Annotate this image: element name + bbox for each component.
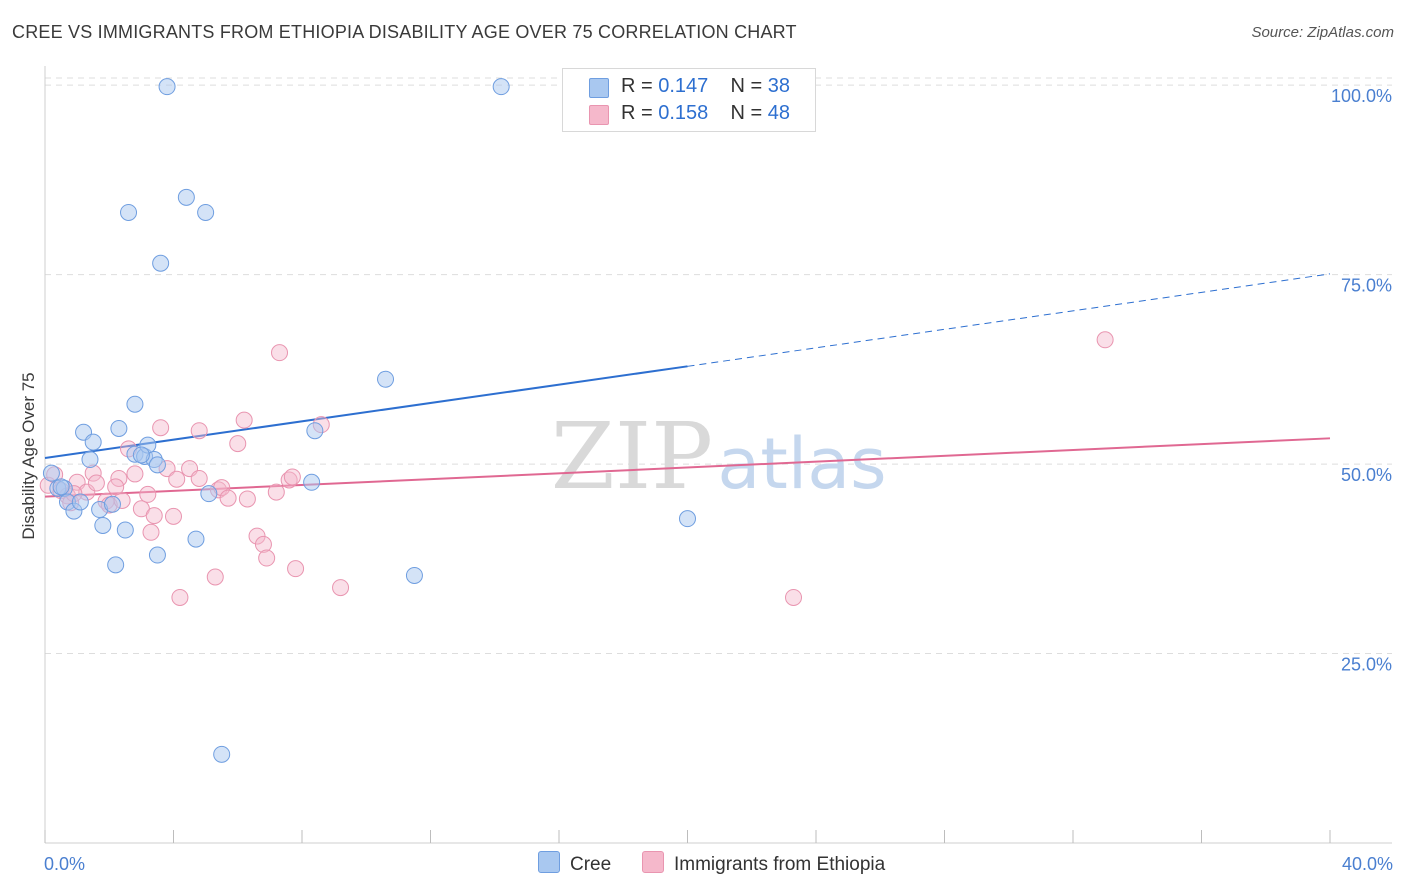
ethiopia-point	[142, 523, 160, 541]
cree-n-value: 38	[767, 75, 791, 97]
axes	[44, 66, 1392, 844]
cree-point	[94, 516, 112, 534]
ethiopia-r-value: 0.158	[658, 102, 709, 124]
cree-r-value: 0.147	[658, 75, 709, 97]
cree-point	[197, 203, 215, 221]
ethiopia-point	[219, 489, 237, 507]
ethiopia-point	[785, 588, 803, 606]
cree-point	[132, 446, 150, 464]
x-tick-label: 0.0%	[44, 854, 85, 874]
ethiopia-point	[126, 465, 144, 483]
ethiopia-point	[87, 474, 105, 492]
cree-point	[158, 78, 176, 96]
y-tick-label: 75.0%	[1341, 276, 1392, 296]
ethiopia-point	[235, 411, 253, 429]
x-tick-label: 40.0%	[1342, 854, 1393, 874]
cree-point	[120, 203, 138, 221]
ethiopia-point	[190, 422, 208, 440]
data-points	[39, 78, 1114, 763]
bottom-ethiopia-swatch	[642, 851, 664, 873]
ethiopia-r-label: R =	[621, 102, 659, 124]
ethiopia-point	[332, 579, 350, 597]
chart-title: CREE VS IMMIGRANTS FROM ETHIOPIA DISABIL…	[12, 22, 797, 42]
cree-point	[126, 395, 144, 413]
ethiopia-swatch	[589, 105, 609, 125]
cree-point	[306, 422, 324, 440]
ethiopia-point	[287, 560, 305, 578]
cree-trend-extension	[687, 273, 1331, 367]
ethiopia-point	[139, 485, 157, 503]
ethiopia-point	[168, 470, 186, 488]
cree-point	[42, 464, 60, 482]
ethiopia-point	[254, 535, 272, 553]
ethiopia-point	[258, 549, 276, 567]
cree-point	[81, 451, 99, 469]
bottom-legend-ethiopia: Immigrants from Ethiopia	[642, 851, 885, 876]
cree-point	[405, 566, 423, 584]
ethiopia-point	[107, 478, 125, 496]
cree-point	[187, 530, 205, 548]
cree-r-label: R =	[621, 75, 659, 97]
cree-point	[679, 510, 696, 528]
ethiopia-trend-line	[44, 437, 1331, 498]
cree-point	[107, 556, 125, 574]
ethiopia-point	[165, 507, 182, 525]
y-tick-label: 100.0%	[1331, 86, 1392, 106]
cree-point	[84, 433, 102, 451]
y-tick-label: 25.0%	[1341, 655, 1392, 675]
cree-point	[103, 495, 121, 513]
ethiopia-point	[267, 483, 285, 501]
ethiopia-n-label: N =	[730, 102, 768, 124]
ethiopia-point	[190, 469, 208, 487]
ethiopia-point	[280, 471, 298, 489]
ethiopia-n-value: 48	[767, 102, 791, 124]
cree-swatch	[589, 78, 609, 98]
bottom-ethiopia-label: Immigrants from Ethiopia	[674, 854, 886, 875]
cree-point	[152, 254, 170, 272]
ethiopia-point	[145, 507, 163, 525]
y-tick-label: 50.0%	[1341, 465, 1392, 485]
cree-point	[200, 485, 218, 503]
bottom-cree-label: Cree	[570, 854, 612, 875]
axis-labels: 25.0% 50.0% 75.0% 100.0% 0.0% 40.0% Disability…	[19, 86, 1393, 874]
y-axis-label: Disability Age Over 75	[19, 372, 38, 539]
correlation-legend: R = 0.147 N = 38 R = 0.158 N = 48	[562, 68, 816, 132]
cree-point	[110, 419, 128, 437]
cree-point	[116, 521, 134, 539]
watermark-zip: ZIP	[551, 403, 713, 510]
ethiopia-point	[1096, 331, 1114, 349]
ethiopia-point	[206, 568, 224, 586]
cree-point	[71, 493, 89, 511]
cree-point	[303, 473, 321, 491]
ethiopia-point	[283, 468, 301, 486]
grid-lines	[45, 77, 1392, 655]
cree-point	[177, 188, 195, 206]
cree-point	[492, 78, 510, 96]
bottom-cree-swatch	[538, 851, 560, 873]
ethiopia-point	[271, 344, 289, 362]
cree-point	[148, 456, 166, 474]
watermark: ZIP atlas	[551, 403, 887, 510]
cree-point	[377, 370, 395, 388]
cree-point	[213, 745, 231, 763]
source-label: Source: ZipAtlas.com	[1251, 24, 1394, 41]
ethiopia-point	[238, 490, 256, 508]
cree-point	[52, 478, 70, 496]
ethiopia-point	[229, 435, 247, 453]
cree-n-label: N =	[730, 75, 768, 97]
ethiopia-point	[171, 588, 189, 606]
cree-point	[148, 546, 166, 564]
bottom-legend-cree: Cree	[538, 851, 611, 876]
ethiopia-point	[152, 419, 170, 437]
